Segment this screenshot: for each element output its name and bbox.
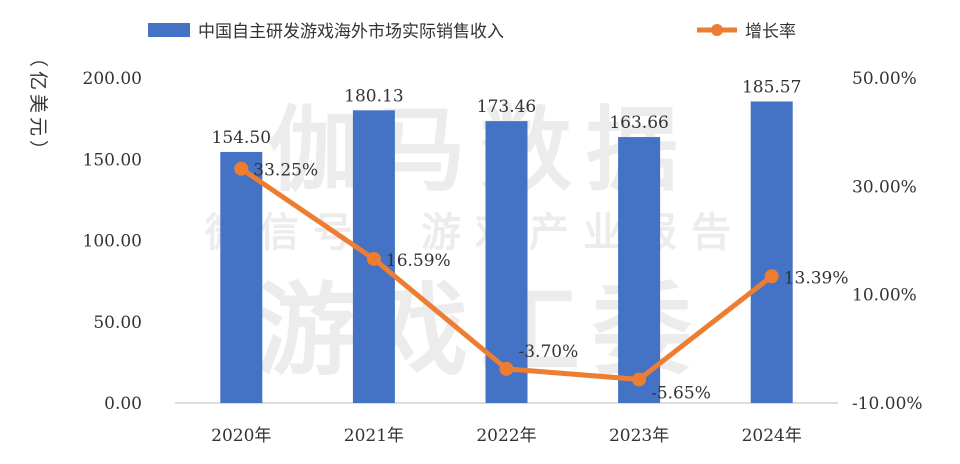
growth-data-label: 16.59% xyxy=(386,251,451,271)
y-tick-label: 150.00 xyxy=(83,150,142,170)
y-axis-ticks: 0.00 50.00 100.00 150.00 200.00 xyxy=(83,69,142,414)
y2-tick-label: -10.00% xyxy=(852,394,923,414)
growth-point xyxy=(234,161,249,176)
y-tick-label: 50.00 xyxy=(93,313,142,333)
x-tick-label: 2021年 xyxy=(344,426,404,446)
bar xyxy=(618,137,661,404)
legend-line-marker xyxy=(711,24,723,36)
legend-bar-label: 中国自主研发游戏海外市场实际销售收入 xyxy=(198,22,504,42)
y-tick-label: 100.00 xyxy=(83,232,142,252)
legend-line-label: 增长率 xyxy=(745,22,796,42)
bar-data-label: 173.46 xyxy=(477,97,536,117)
bar xyxy=(750,101,793,403)
y2-axis-ticks: -10.00% 10.00% 30.00% 50.00% xyxy=(852,69,923,414)
growth-data-label: 33.25% xyxy=(253,161,318,181)
growth-data-label: -3.70% xyxy=(519,342,579,362)
x-tick-label: 2024年 xyxy=(742,426,802,446)
watermark-line2: 微信号：游戏产业报告 xyxy=(204,210,745,256)
bar-data-label: 180.13 xyxy=(344,86,403,106)
bars: 154.50 180.13 173.46 163.66 185.57 xyxy=(212,77,801,404)
y-tick-label: 200.00 xyxy=(83,69,142,89)
growth-point xyxy=(499,361,514,376)
growth-point xyxy=(764,269,779,284)
watermark-line1: 伽马数据 xyxy=(268,97,692,204)
bar-data-label: 185.57 xyxy=(742,77,801,97)
x-tick-label: 2022年 xyxy=(476,426,536,446)
y2-tick-label: 50.00% xyxy=(852,69,917,89)
growth-data-label: 13.39% xyxy=(784,268,849,288)
x-tick-label: 2020年 xyxy=(211,426,271,446)
x-axis-ticks: 2020年 2021年 2022年 2023年 2024年 xyxy=(211,426,802,446)
bar-data-label: 154.50 xyxy=(212,128,271,148)
y2-tick-label: 10.00% xyxy=(852,286,917,306)
x-tick-label: 2023年 xyxy=(609,426,669,446)
y-axis-title: （亿美元） xyxy=(27,48,49,163)
growth-point xyxy=(632,372,647,387)
y-tick-label: 0.00 xyxy=(104,394,142,414)
bar-data-label: 163.66 xyxy=(609,113,668,133)
bar xyxy=(220,151,263,403)
legend: 中国自主研发游戏海外市场实际销售收入 增长率 xyxy=(148,22,796,42)
growth-data-label: -5.65% xyxy=(651,383,711,403)
legend-bar-swatch xyxy=(148,23,190,37)
growth-line: 33.25% 16.59% -3.70% -5.65% 13.39% xyxy=(234,161,849,403)
y2-tick-label: 30.00% xyxy=(852,177,917,197)
growth-point xyxy=(366,251,381,266)
